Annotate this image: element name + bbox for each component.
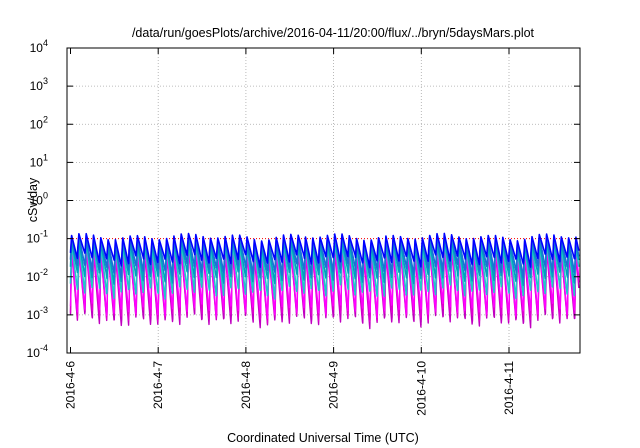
x-tick-label: 2016-4-7	[151, 361, 165, 409]
y-tick-label: 100	[30, 191, 48, 208]
x-tick-label: 2016-4-6	[64, 361, 78, 409]
x-axis-ticks: 2016-4-6 2016-4-7 2016-4-8 2016-4-9 2016-4-1…	[64, 48, 516, 416]
series-line	[69, 237, 580, 287]
x-axis-label: Coordinated Universal Time (UTC)	[227, 431, 419, 445]
x-tick-label: 2016-4-9	[327, 361, 341, 409]
y-axis-label: cSv/day	[26, 177, 40, 222]
y-axis-ticks: 10-4 10-3 10-2 10-1 100 101 102 103 104	[27, 38, 580, 360]
x-tick-label: 2016-4-11	[502, 361, 516, 415]
y-tick-label: 10-1	[27, 229, 48, 246]
y-tick-label: 103	[30, 76, 48, 93]
x-tick-label: 2016-4-10	[414, 361, 428, 416]
y-tick-label: 102	[30, 114, 48, 131]
series-line	[69, 232, 580, 269]
x-tick-label: 2016-4-8	[239, 361, 253, 409]
series-line	[69, 240, 580, 300]
series-line	[69, 234, 580, 279]
series-line	[69, 244, 580, 319]
y-tick-label: 101	[30, 152, 48, 169]
y-tick-label: 104	[30, 38, 48, 55]
y-tick-label: 10-3	[27, 305, 48, 322]
y-tick-label: 10-2	[27, 267, 48, 284]
series-group	[69, 232, 580, 330]
y-tick-label: 10-4	[27, 343, 48, 360]
chart-title: /data/run/goesPlots/archive/2016-04-11/2…	[132, 26, 535, 40]
